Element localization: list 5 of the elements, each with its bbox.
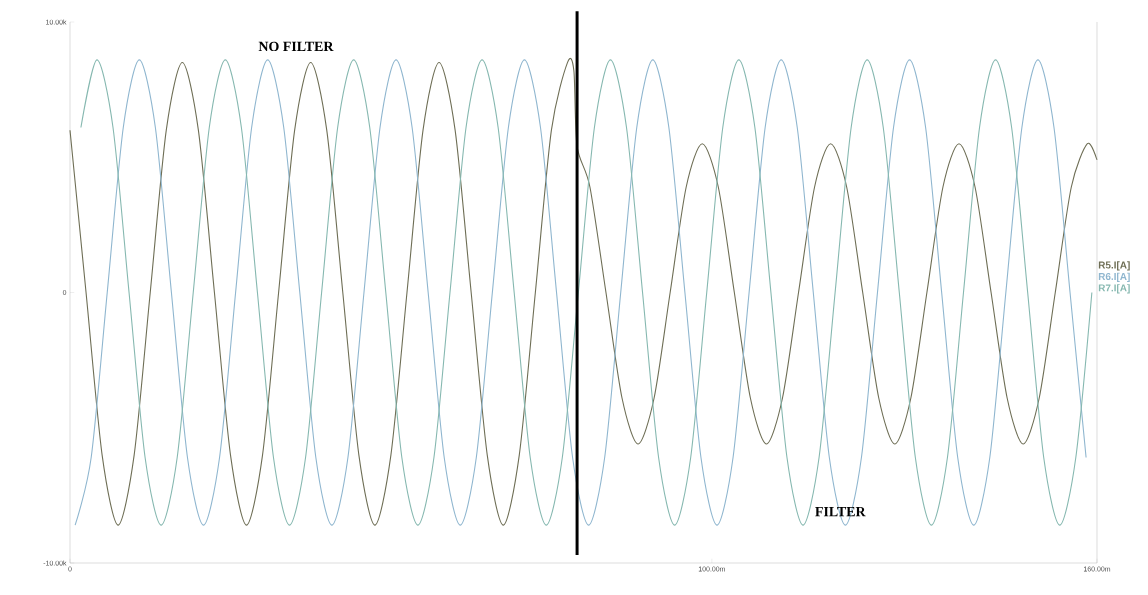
annotation: NO FILTER bbox=[258, 41, 334, 52]
text: R5.I[A] bbox=[1098, 261, 1130, 271]
text: R6.I[A] bbox=[1098, 272, 1130, 282]
series-label: R7.I[A] bbox=[1098, 284, 1130, 294]
annotation: FILTER bbox=[815, 507, 866, 517]
